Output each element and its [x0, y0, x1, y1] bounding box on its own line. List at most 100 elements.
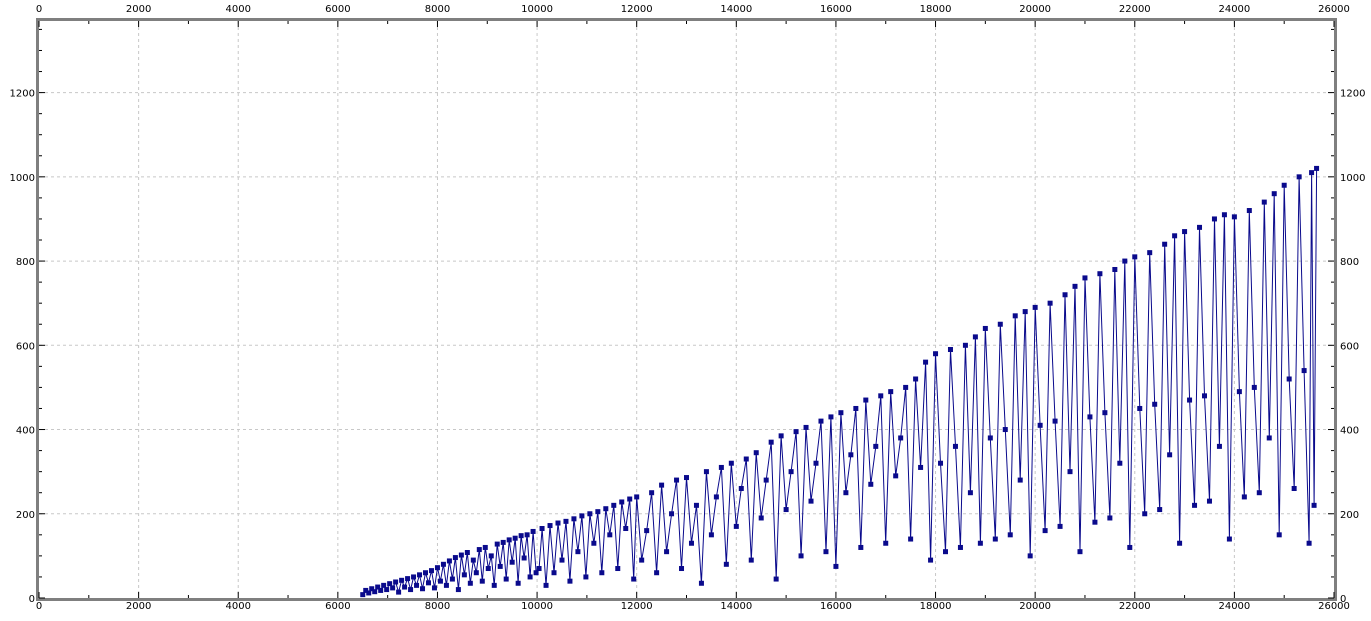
data-point: [688, 540, 694, 546]
data-point: [873, 443, 879, 449]
data-point: [506, 537, 512, 543]
data-point: [515, 580, 521, 586]
data-point: [533, 570, 539, 576]
y-tick-label: 400: [16, 426, 35, 437]
data-point: [1276, 532, 1282, 538]
data-point: [918, 464, 924, 470]
data-point: [1122, 258, 1128, 264]
data-point: [599, 570, 605, 576]
data-point: [440, 561, 446, 567]
data-point: [1236, 389, 1242, 395]
data-point: [627, 496, 633, 502]
plot-frame: [36, 18, 1337, 601]
data-point: [977, 540, 983, 546]
data-point: [479, 578, 485, 584]
data-point: [1117, 460, 1123, 466]
data-point: [521, 555, 527, 561]
data-point: [363, 587, 369, 593]
data-point: [698, 580, 704, 586]
data-point: [1261, 199, 1267, 205]
data-point: [1246, 208, 1252, 214]
x-tick-label-top: 6000: [325, 4, 350, 15]
data-point: [1206, 498, 1212, 504]
x-tick-label-top: 24000: [1218, 4, 1250, 15]
data-point: [470, 557, 476, 563]
data-point: [402, 584, 408, 590]
data-point: [449, 576, 455, 582]
data-point: [547, 523, 553, 529]
data-point: [1007, 532, 1013, 538]
x-tick-label: 0: [36, 601, 42, 612]
data-point: [408, 587, 414, 593]
data-point: [571, 516, 577, 522]
plot-border: [36, 18, 1337, 601]
axes: 0020002000400040006000600080008000100001…: [10, 4, 1366, 612]
data-point: [1067, 469, 1073, 475]
data-point: [723, 561, 729, 567]
data-point: [992, 536, 998, 542]
data-point: [818, 418, 824, 424]
data-point: [947, 347, 953, 353]
x-tick-label: 16000: [820, 601, 852, 612]
data-point: [405, 576, 411, 582]
data-point: [803, 424, 809, 430]
x-tick-label: 14000: [720, 601, 752, 612]
data-point: [738, 485, 744, 491]
y-tick-label: 200: [16, 510, 35, 521]
data-point: [908, 536, 914, 542]
data-point: [527, 574, 533, 580]
data-point: [623, 526, 629, 532]
data-point: [1281, 182, 1287, 188]
data-point: [619, 499, 625, 505]
data-point: [1137, 405, 1143, 411]
data-point: [446, 558, 452, 564]
series: [360, 165, 1320, 598]
data-point: [703, 469, 709, 475]
data-point: [485, 566, 491, 572]
data-point: [567, 578, 573, 584]
data-point: [1202, 393, 1207, 399]
data-point: [1256, 490, 1262, 496]
data-point: [878, 393, 884, 399]
data-point: [1102, 410, 1108, 416]
x-tick-label: 4000: [226, 601, 251, 612]
data-point: [768, 439, 774, 445]
data-point: [1291, 485, 1297, 491]
data-point: [669, 511, 675, 517]
data-point: [664, 549, 670, 555]
data-point: [1072, 283, 1078, 289]
data-point: [634, 494, 640, 500]
data-point: [414, 582, 420, 588]
data-point: [1221, 212, 1227, 218]
data-point: [1226, 536, 1232, 542]
data-point: [420, 586, 426, 592]
data-point: [399, 577, 405, 583]
data-point: [1147, 250, 1153, 256]
data-point: [728, 460, 734, 466]
data-point: [913, 376, 919, 382]
data-point: [437, 578, 443, 584]
data-point: [396, 589, 402, 595]
data-point: [679, 566, 685, 572]
data-point: [428, 568, 434, 574]
data-point: [858, 544, 864, 550]
y-tick-label: 800: [16, 257, 35, 268]
data-point: [684, 475, 689, 481]
x-tick-label-top: 4000: [226, 4, 251, 15]
data-point: [575, 549, 581, 555]
data-point: [972, 334, 978, 340]
data-point: [461, 572, 467, 578]
data-point: [718, 464, 724, 470]
data-point: [982, 325, 988, 331]
data-point: [555, 520, 561, 526]
data-point: [1022, 309, 1028, 315]
data-point: [923, 359, 929, 365]
data-point: [1047, 300, 1053, 306]
data-point: [1241, 494, 1247, 500]
x-tick-label: 18000: [920, 601, 952, 612]
data-point: [443, 582, 449, 588]
data-point: [417, 572, 423, 578]
data-point: [1052, 418, 1058, 424]
data-point: [1162, 241, 1168, 247]
data-point: [967, 490, 973, 496]
